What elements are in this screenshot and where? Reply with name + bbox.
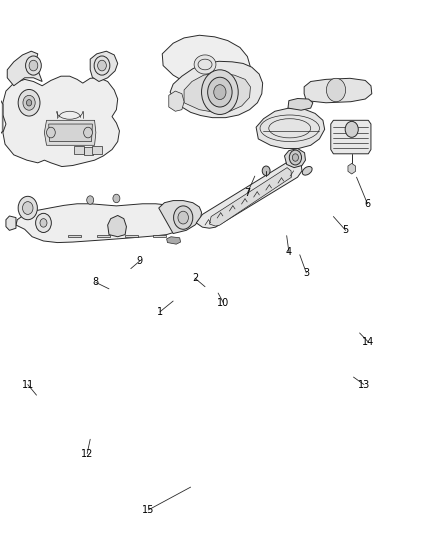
Circle shape: [22, 201, 33, 214]
Polygon shape: [92, 146, 102, 154]
Circle shape: [94, 56, 110, 75]
Text: 12: 12: [81, 449, 93, 458]
Circle shape: [26, 100, 32, 106]
Polygon shape: [196, 160, 302, 228]
Circle shape: [18, 196, 37, 220]
Polygon shape: [162, 35, 251, 92]
Circle shape: [23, 95, 35, 110]
Circle shape: [292, 154, 298, 161]
Polygon shape: [348, 164, 356, 174]
Text: 11: 11: [21, 379, 34, 390]
Text: 15: 15: [142, 505, 155, 515]
Circle shape: [40, 219, 47, 227]
Circle shape: [173, 206, 193, 229]
Polygon shape: [0, 96, 3, 136]
Polygon shape: [285, 149, 305, 167]
Polygon shape: [97, 235, 110, 237]
Polygon shape: [44, 120, 96, 146]
Text: 14: 14: [362, 337, 374, 347]
Polygon shape: [169, 91, 184, 111]
Circle shape: [98, 60, 106, 71]
Circle shape: [214, 85, 226, 100]
Ellipse shape: [302, 166, 312, 175]
Circle shape: [46, 127, 55, 138]
Text: 7: 7: [244, 188, 251, 198]
Polygon shape: [49, 124, 92, 142]
Text: 4: 4: [286, 247, 292, 256]
Circle shape: [201, 70, 238, 115]
Circle shape: [345, 122, 358, 138]
Circle shape: [208, 77, 232, 107]
Circle shape: [35, 213, 51, 232]
Polygon shape: [84, 147, 93, 155]
Circle shape: [113, 194, 120, 203]
Polygon shape: [159, 200, 201, 233]
Circle shape: [262, 166, 270, 175]
Circle shape: [289, 150, 301, 165]
Polygon shape: [6, 216, 16, 230]
Text: 2: 2: [192, 273, 198, 283]
Polygon shape: [166, 237, 180, 244]
Polygon shape: [288, 99, 313, 110]
Text: 8: 8: [93, 278, 99, 287]
Polygon shape: [7, 51, 42, 86]
Polygon shape: [152, 235, 166, 237]
Circle shape: [25, 56, 41, 75]
Text: 3: 3: [303, 268, 309, 278]
Polygon shape: [108, 215, 127, 237]
Text: 1: 1: [157, 306, 163, 317]
Polygon shape: [304, 78, 372, 103]
Circle shape: [18, 90, 40, 116]
Polygon shape: [184, 73, 251, 112]
Text: 10: 10: [217, 297, 230, 308]
Polygon shape: [90, 51, 118, 82]
Polygon shape: [68, 235, 81, 237]
Polygon shape: [331, 120, 371, 154]
Polygon shape: [256, 108, 325, 149]
Ellipse shape: [194, 55, 216, 74]
Polygon shape: [209, 167, 291, 226]
Polygon shape: [16, 204, 187, 243]
Polygon shape: [3, 76, 120, 166]
Circle shape: [29, 60, 38, 71]
Circle shape: [84, 127, 92, 138]
Text: 9: 9: [137, 256, 143, 266]
Text: 5: 5: [343, 225, 349, 236]
Polygon shape: [125, 235, 138, 237]
Text: 6: 6: [364, 199, 371, 209]
Circle shape: [178, 211, 188, 224]
Polygon shape: [74, 146, 84, 154]
Polygon shape: [170, 61, 263, 118]
Text: 13: 13: [358, 379, 370, 390]
Circle shape: [87, 196, 94, 204]
Circle shape: [326, 78, 346, 102]
